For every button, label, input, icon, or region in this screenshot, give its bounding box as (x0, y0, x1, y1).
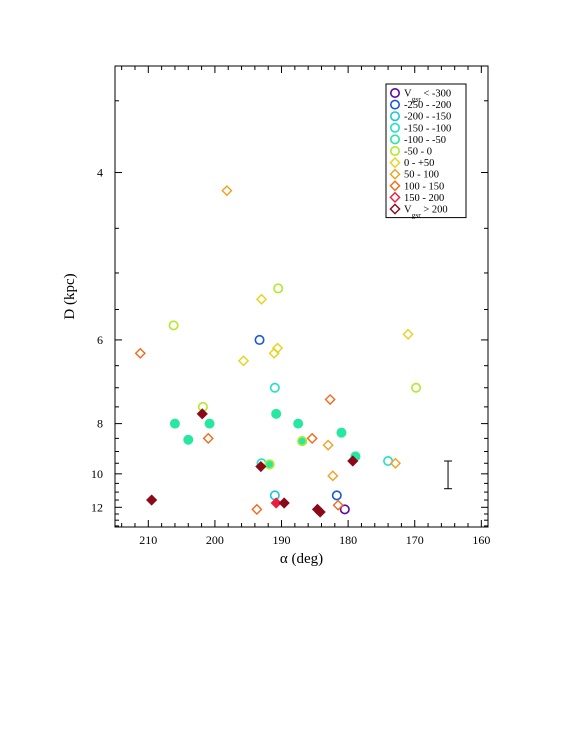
data-point (322, 439, 334, 451)
legend-marker (389, 99, 400, 110)
y-tick-label: 8 (97, 417, 103, 431)
data-point (347, 455, 359, 467)
legend-marker (389, 111, 400, 122)
data-point (168, 320, 179, 331)
legend-marker (389, 146, 400, 157)
data-point (268, 347, 280, 359)
legend-label: -200 - -150 (404, 112, 451, 123)
data-point (331, 490, 342, 501)
y-axis-label: D (kpc) (62, 273, 78, 319)
legend-marker (389, 180, 401, 192)
data-point (411, 382, 422, 393)
data-point (146, 494, 158, 506)
data-point (293, 418, 304, 429)
legend-marker (389, 88, 400, 99)
legend-label: -250 - -200 (404, 100, 451, 111)
y-tick-label: 12 (91, 500, 103, 514)
data-point (251, 503, 263, 515)
data-point (264, 459, 275, 470)
data-point (269, 490, 280, 501)
plot-frame (114, 65, 489, 528)
axis-ticks: 210 200 190 180 170 160 4 6 8 10 12 (91, 66, 490, 547)
legend-marker (389, 134, 400, 145)
legend-marker (389, 191, 401, 203)
legend-label: -150 - -100 (404, 123, 451, 134)
data-point (336, 427, 347, 438)
legend-label: Vgsr > 200 (404, 205, 448, 220)
x-tick-label: 180 (339, 533, 357, 547)
x-axis-label: α (deg) (280, 551, 323, 567)
data-point (221, 185, 233, 197)
legend-label: -100 - -50 (404, 135, 446, 146)
legend-label: 150 - 200 (404, 193, 444, 204)
y-tick-label: 10 (91, 467, 103, 481)
x-tick-label: 160 (472, 533, 490, 547)
data-point (254, 334, 265, 345)
data-point (269, 382, 280, 393)
data-point (183, 434, 194, 445)
data-point (237, 355, 250, 367)
data-point (402, 328, 414, 340)
data-point (332, 499, 344, 511)
data-point (278, 497, 290, 509)
data-point (324, 393, 336, 406)
data-point (297, 436, 308, 447)
data-point (327, 470, 339, 482)
x-tick-label: 200 (206, 533, 224, 547)
data-point (255, 293, 268, 305)
data-point (134, 347, 146, 359)
data-point (271, 408, 282, 419)
legend-marker (389, 203, 401, 215)
data-point (169, 418, 180, 429)
legend-label: 50 - 100 (404, 170, 439, 181)
x-tick-label: 170 (406, 533, 424, 547)
legend-marker (389, 168, 401, 180)
data-point (389, 457, 402, 469)
y-tick-label: 4 (97, 166, 103, 180)
data-points (134, 185, 453, 518)
legend: Vgsr < -300-250 - -200-200 - -150-150 - … (385, 83, 467, 220)
legend-label: -50 - 0 (404, 147, 432, 158)
data-point (339, 504, 350, 515)
legend-marker (389, 157, 401, 169)
data-point (255, 460, 267, 473)
data-point (306, 432, 318, 444)
x-tick-label: 190 (273, 533, 291, 547)
data-point (204, 418, 215, 429)
legend-label: 100 - 150 (404, 181, 444, 192)
data-point (273, 283, 284, 294)
data-point (196, 408, 208, 420)
data-point (202, 432, 214, 444)
legend-label: Vgsr < -300 (404, 89, 451, 104)
data-point (270, 497, 282, 509)
data-point (314, 506, 326, 518)
legend-marker (389, 122, 400, 133)
y-tick-label: 6 (97, 333, 103, 347)
legend-label: 0 - +50 (404, 158, 434, 169)
x-tick-label: 210 (139, 533, 157, 547)
